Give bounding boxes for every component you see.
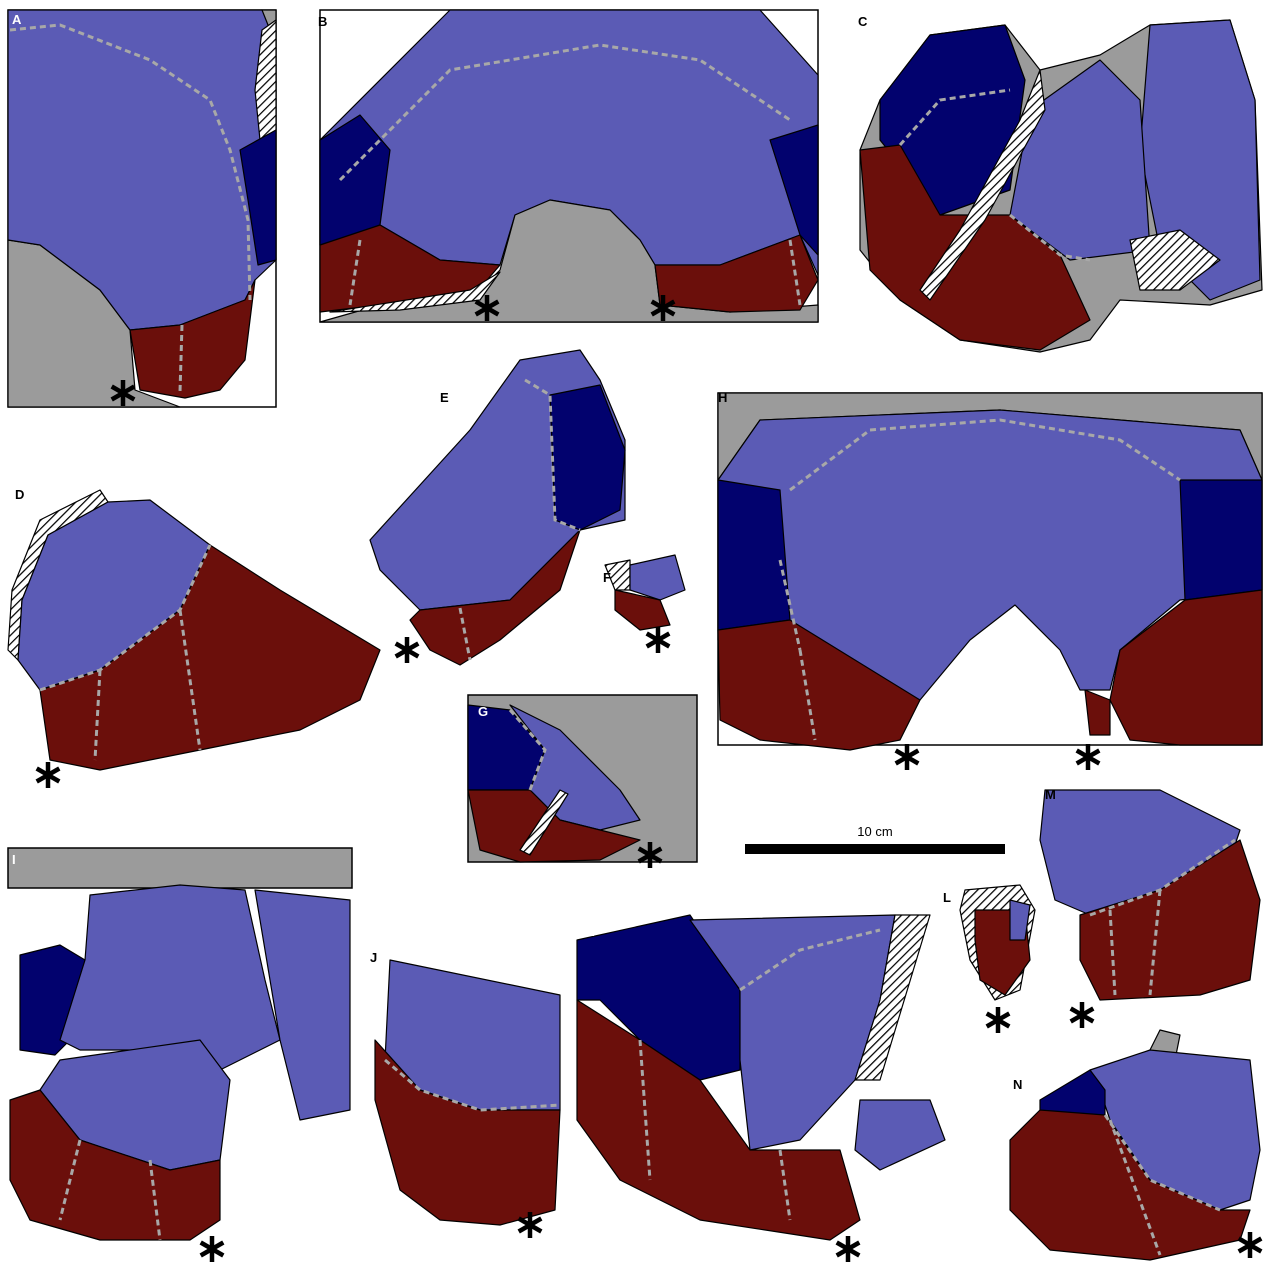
- scale-bar: [745, 844, 1005, 854]
- panel-a: [8, 10, 276, 407]
- panel-d: [8, 490, 380, 770]
- panel-g: [468, 695, 697, 862]
- panel-label: M: [1045, 787, 1056, 802]
- panel-label: D: [15, 487, 24, 502]
- panel-j: [375, 960, 560, 1225]
- panel-n: [1010, 1030, 1260, 1260]
- panel-b: [320, 10, 818, 322]
- panel-label: E: [440, 390, 449, 405]
- panel-m: [1040, 790, 1260, 1000]
- panel-label: I: [12, 852, 16, 867]
- panel-label: A: [12, 12, 22, 27]
- panel-label: K: [585, 924, 595, 939]
- panel-label: J: [370, 950, 377, 965]
- panel-i: [8, 848, 352, 1240]
- panel-k: [577, 915, 945, 1240]
- panel-label: L: [943, 890, 951, 905]
- panel-h: [718, 393, 1262, 750]
- panel-f: [605, 555, 685, 630]
- panel-label: G: [478, 704, 488, 719]
- panel-label: H: [718, 390, 727, 405]
- panel-label: B: [318, 14, 327, 29]
- panel-label: N: [1013, 1077, 1022, 1092]
- figure: 10 cm A B C D E F G H I J K L M N: [0, 0, 1269, 1267]
- scale-bar-label: 10 cm: [857, 824, 892, 839]
- panel-c: [860, 20, 1262, 352]
- panel-label: C: [858, 14, 868, 29]
- panel-label: F: [603, 570, 611, 585]
- panel-l: [960, 885, 1035, 1000]
- panel-e: [370, 350, 625, 665]
